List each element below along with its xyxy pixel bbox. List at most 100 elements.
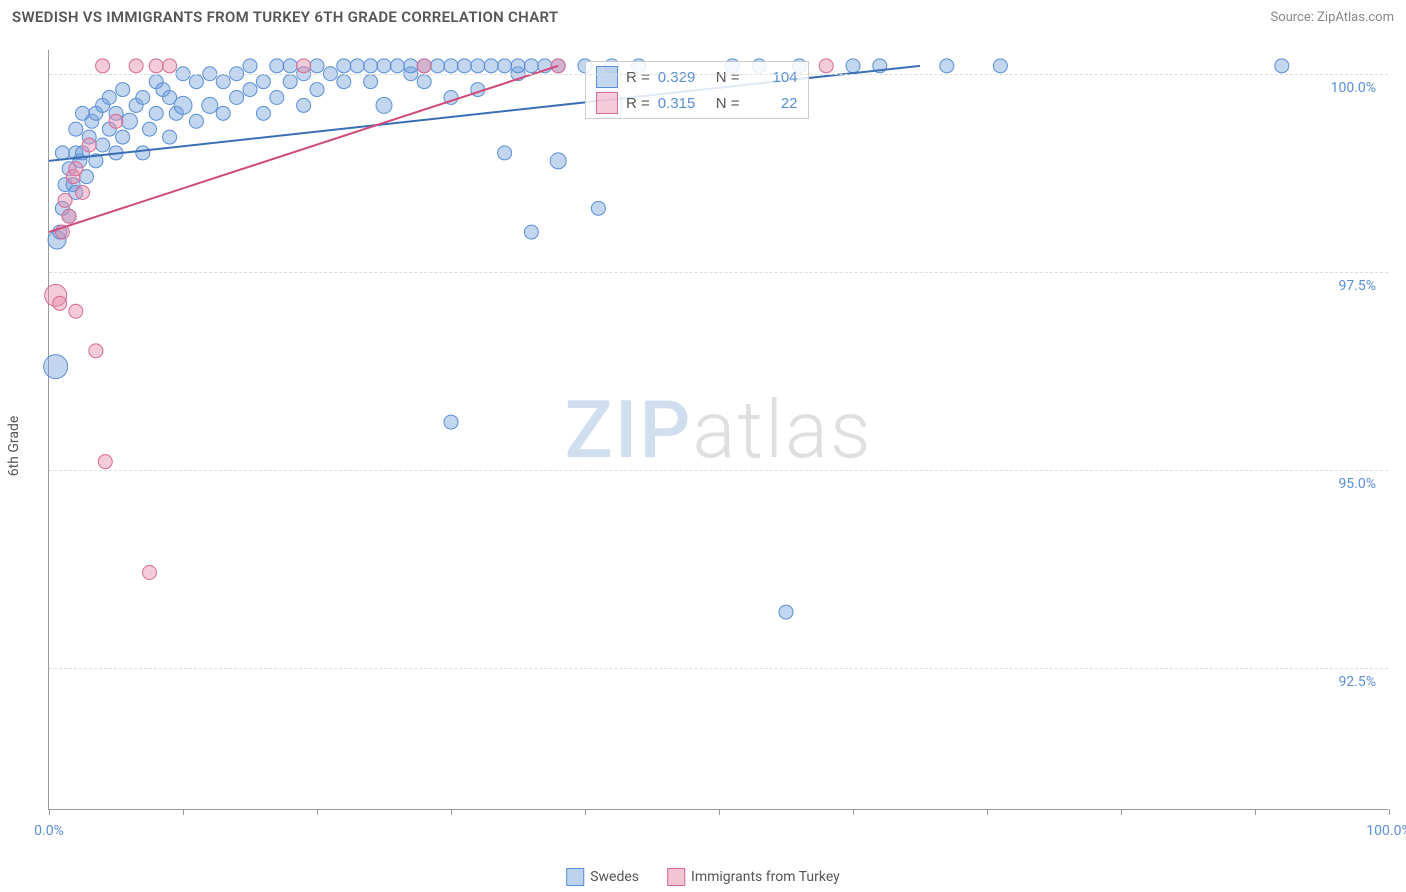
scatter-point[interactable]: [102, 91, 116, 105]
scatter-point[interactable]: [143, 122, 157, 136]
legend-item[interactable]: Swedes: [566, 868, 639, 886]
x-tick: [183, 809, 184, 815]
scatter-point[interactable]: [270, 59, 284, 73]
scatter-point[interactable]: [819, 59, 833, 73]
scatter-point[interactable]: [174, 96, 192, 114]
scatter-point[interactable]: [337, 75, 351, 89]
scatter-point[interactable]: [82, 138, 96, 152]
scatter-point[interactable]: [243, 59, 257, 73]
scatter-point[interactable]: [256, 106, 270, 120]
scatter-point[interactable]: [457, 59, 471, 73]
scatter-point[interactable]: [163, 59, 177, 73]
scatter-point[interactable]: [270, 91, 284, 105]
scatter-point[interactable]: [216, 106, 230, 120]
legend-label: Immigrants from Turkey: [691, 869, 840, 885]
scatter-point[interactable]: [297, 98, 311, 112]
stats-r-label: R =: [626, 69, 650, 86]
scatter-point[interactable]: [444, 59, 458, 73]
scatter-point[interactable]: [431, 59, 445, 73]
scatter-point[interactable]: [58, 193, 72, 207]
scatter-point[interactable]: [143, 566, 157, 580]
scatter-point[interactable]: [53, 296, 67, 310]
x-tick: [1121, 809, 1122, 815]
x-tick-label: 100.0%: [1366, 823, 1406, 839]
scatter-point[interactable]: [444, 415, 458, 429]
scatter-point[interactable]: [417, 75, 431, 89]
scatter-point[interactable]: [69, 162, 83, 176]
scatter-point[interactable]: [404, 59, 418, 73]
scatter-point[interactable]: [121, 113, 137, 129]
scatter-point[interactable]: [189, 114, 203, 128]
scatter-point[interactable]: [109, 114, 123, 128]
y-tick-label: 92.5%: [1338, 674, 1376, 690]
scatter-point[interactable]: [364, 59, 378, 73]
stats-r-value: 0.329: [658, 69, 708, 86]
scatter-point[interactable]: [55, 146, 69, 160]
scatter-point[interactable]: [551, 59, 565, 73]
scatter-point[interactable]: [471, 59, 485, 73]
scatter-point[interactable]: [202, 97, 218, 113]
scatter-point[interactable]: [136, 91, 150, 105]
scatter-point[interactable]: [230, 91, 244, 105]
scatter-point[interactable]: [69, 122, 83, 136]
scatter-point[interactable]: [256, 75, 270, 89]
scatter-point[interactable]: [163, 130, 177, 144]
scatter-point[interactable]: [116, 130, 130, 144]
scatter-point[interactable]: [129, 59, 143, 73]
x-tick: [585, 809, 586, 815]
scatter-point[interactable]: [76, 186, 90, 200]
scatter-point[interactable]: [116, 83, 130, 97]
scatter-point[interactable]: [297, 59, 311, 73]
scatter-point[interactable]: [524, 59, 538, 73]
scatter-point[interactable]: [96, 138, 110, 152]
scatter-point[interactable]: [136, 146, 150, 160]
scatter-point[interactable]: [98, 455, 112, 469]
stats-n-value: 22: [748, 95, 798, 112]
scatter-svg: [49, 50, 1388, 809]
scatter-point[interactable]: [846, 59, 860, 73]
scatter-point[interactable]: [1275, 59, 1289, 73]
scatter-point[interactable]: [511, 59, 525, 73]
scatter-point[interactable]: [377, 59, 391, 73]
scatter-point[interactable]: [779, 605, 793, 619]
scatter-point[interactable]: [62, 209, 76, 223]
gridline-h: [49, 470, 1388, 471]
scatter-point[interactable]: [498, 146, 512, 160]
scatter-point[interactable]: [44, 355, 68, 379]
x-tick: [317, 809, 318, 815]
scatter-point[interactable]: [149, 106, 163, 120]
scatter-point[interactable]: [243, 83, 257, 97]
scatter-point[interactable]: [350, 59, 364, 73]
legend-item[interactable]: Immigrants from Turkey: [667, 868, 840, 886]
scatter-point[interactable]: [310, 59, 324, 73]
scatter-point[interactable]: [993, 59, 1007, 73]
scatter-point[interactable]: [364, 75, 378, 89]
scatter-point[interactable]: [149, 59, 163, 73]
legend-swatch: [566, 868, 584, 886]
scatter-point[interactable]: [189, 75, 203, 89]
scatter-point[interactable]: [390, 59, 404, 73]
scatter-point[interactable]: [96, 59, 110, 73]
scatter-point[interactable]: [216, 75, 230, 89]
scatter-point[interactable]: [69, 304, 83, 318]
scatter-point[interactable]: [524, 225, 538, 239]
scatter-point[interactable]: [89, 344, 103, 358]
x-tick: [1255, 809, 1256, 815]
scatter-point[interactable]: [591, 201, 605, 215]
stats-r-label: R =: [626, 95, 650, 112]
scatter-point[interactable]: [310, 83, 324, 97]
scatter-point[interactable]: [940, 59, 954, 73]
x-tick: [1389, 809, 1390, 815]
scatter-point[interactable]: [550, 153, 566, 169]
scatter-point[interactable]: [283, 75, 297, 89]
gridline-h: [49, 272, 1388, 273]
gridline-h: [49, 74, 1388, 75]
scatter-point[interactable]: [337, 59, 351, 73]
scatter-point[interactable]: [417, 59, 431, 73]
y-tick-label: 100.0%: [1331, 80, 1376, 96]
scatter-point[interactable]: [283, 59, 297, 73]
stats-swatch: [596, 66, 618, 88]
scatter-point[interactable]: [484, 59, 498, 73]
scatter-point[interactable]: [376, 97, 392, 113]
scatter-point[interactable]: [498, 59, 512, 73]
